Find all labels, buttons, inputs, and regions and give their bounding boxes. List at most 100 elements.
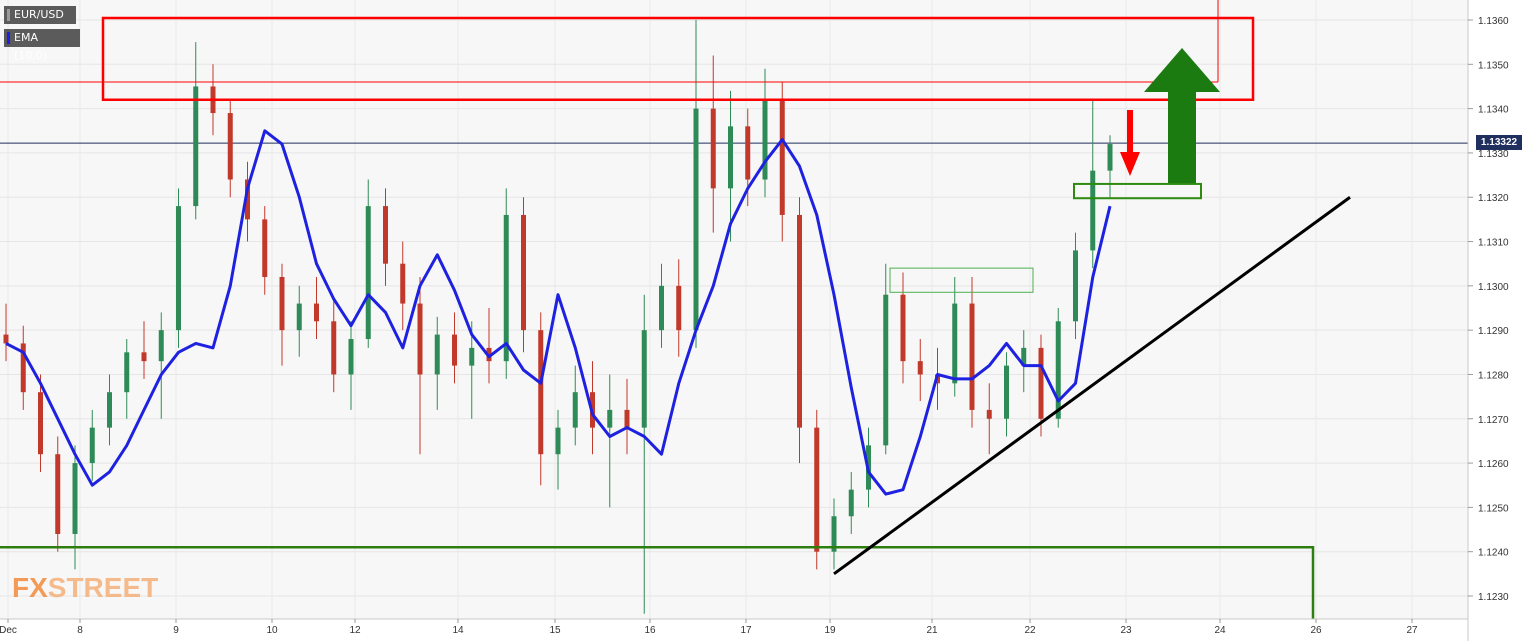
candle-body [797, 214, 802, 428]
annotation-layer-front [0, 0, 1351, 619]
candle-body [814, 427, 820, 552]
x-tick-label: 15 [549, 625, 561, 636]
candle-body [1073, 250, 1078, 322]
range-box [889, 267, 1034, 293]
candle-body [900, 294, 906, 362]
candle-body [279, 276, 285, 331]
y-tick-label: 1.1230 [1478, 592, 1509, 603]
ema-line [5, 129, 1112, 496]
current-price-tag: 1.13322 [1476, 135, 1522, 150]
candle-body [72, 463, 78, 534]
symbol-swatch [7, 9, 10, 21]
candle-body [262, 219, 268, 277]
y-tick-label: 1.1280 [1478, 370, 1509, 381]
candle-body [107, 392, 112, 428]
x-tick-label: 27 [1406, 625, 1418, 636]
plot-background [0, 0, 1468, 619]
candle-body [400, 263, 406, 304]
legend-symbol[interactable]: EUR/USD [4, 6, 76, 24]
price-axis: 1.1360 1.1350 1.1340 1.1330 1.1320 1.1310 1.13… [1468, 16, 1509, 603]
candle-body [831, 516, 837, 552]
candle-body [538, 330, 544, 455]
candle-body [38, 392, 43, 455]
candle-body [710, 108, 716, 189]
candle-body [124, 352, 130, 393]
x-tick-label: 14 [452, 625, 464, 636]
candle-body [969, 303, 975, 410]
candle-body [659, 285, 664, 331]
candle-body [245, 179, 250, 220]
x-tick-label: 16 [644, 625, 656, 636]
candle-body [348, 339, 354, 375]
ascending-trendline [833, 196, 1351, 576]
resistance-zone-box [101, 16, 1255, 102]
candle-body [89, 427, 95, 464]
x-tick-label: 24 [1214, 625, 1226, 636]
y-tick-label: 1.1310 [1478, 238, 1509, 249]
candle-body [227, 113, 233, 180]
x-tick-label: 10 [266, 625, 278, 636]
candle-body [1090, 170, 1096, 251]
grid-lines [0, 0, 1468, 619]
candle-body [434, 334, 440, 375]
candle-body [193, 86, 199, 207]
candle-body [176, 206, 181, 331]
candle-body [141, 352, 147, 362]
candle-body [521, 214, 526, 331]
candle-body [296, 303, 302, 331]
ema-path [5, 129, 1112, 496]
y-tick-label: 1.1360 [1478, 16, 1509, 27]
candle-body [572, 392, 578, 428]
candle-body [3, 334, 9, 344]
candle-body [917, 361, 923, 375]
x-tick-label: 21 [926, 625, 938, 636]
logo-street: STREET [47, 572, 159, 603]
y-tick-label: 1.1340 [1478, 105, 1509, 116]
candle-body [1055, 321, 1061, 419]
fxstreet-logo: FXSTREET [12, 572, 158, 604]
y-tick-label: 1.1270 [1478, 415, 1509, 426]
x-tick-label: 22 [1024, 625, 1036, 636]
candle-body [624, 409, 630, 428]
x-tick-label: 17 [740, 625, 752, 636]
y-tick-label: 1.1330 [1478, 149, 1509, 160]
x-tick-label: 8 [77, 625, 83, 636]
candle-body [469, 347, 475, 366]
candle-body [158, 330, 164, 362]
x-tick-label: 19 [824, 625, 836, 636]
candle-body [952, 303, 958, 384]
legend-indicator[interactable]: EMA (10,0) [4, 29, 80, 62]
candle-body [452, 334, 457, 366]
down-arrow-head [1120, 152, 1140, 176]
up-arrow-shaft [1168, 92, 1196, 183]
candle-body [883, 294, 889, 446]
candles [3, 20, 1113, 614]
candle-body [20, 343, 26, 393]
support-line [0, 546, 1315, 619]
candle-body [848, 489, 854, 517]
candle-body [693, 108, 699, 331]
candle-body [417, 303, 423, 375]
candle-body [365, 206, 371, 340]
candle-body [1107, 144, 1113, 171]
candle-body [383, 206, 388, 264]
y-tick-label: 1.1320 [1478, 193, 1509, 204]
down-arrow-shaft [1127, 110, 1133, 154]
candle-body [779, 99, 785, 215]
symbol-label: EUR/USD [14, 8, 64, 21]
candle-body [762, 99, 768, 180]
candle-body [641, 330, 647, 428]
y-tick-label: 1.1300 [1478, 282, 1509, 293]
x-tick-label: 26 [1310, 625, 1322, 636]
x-tick-label: 12 [349, 625, 361, 636]
breakout-box [1073, 182, 1202, 200]
x-tick-label: 23 [1120, 625, 1132, 636]
x-tick-label: Dec [0, 625, 17, 636]
candle-body [503, 214, 509, 362]
candle-body [314, 303, 319, 322]
y-tick-label: 1.1290 [1478, 326, 1509, 337]
time-axis: Dec 8 9 10 12 14 15 16 17 19 21 22 23 24 26 27 [0, 619, 1418, 636]
candle-body [745, 126, 751, 180]
candle-body [1021, 347, 1027, 366]
candle-body [986, 409, 992, 419]
